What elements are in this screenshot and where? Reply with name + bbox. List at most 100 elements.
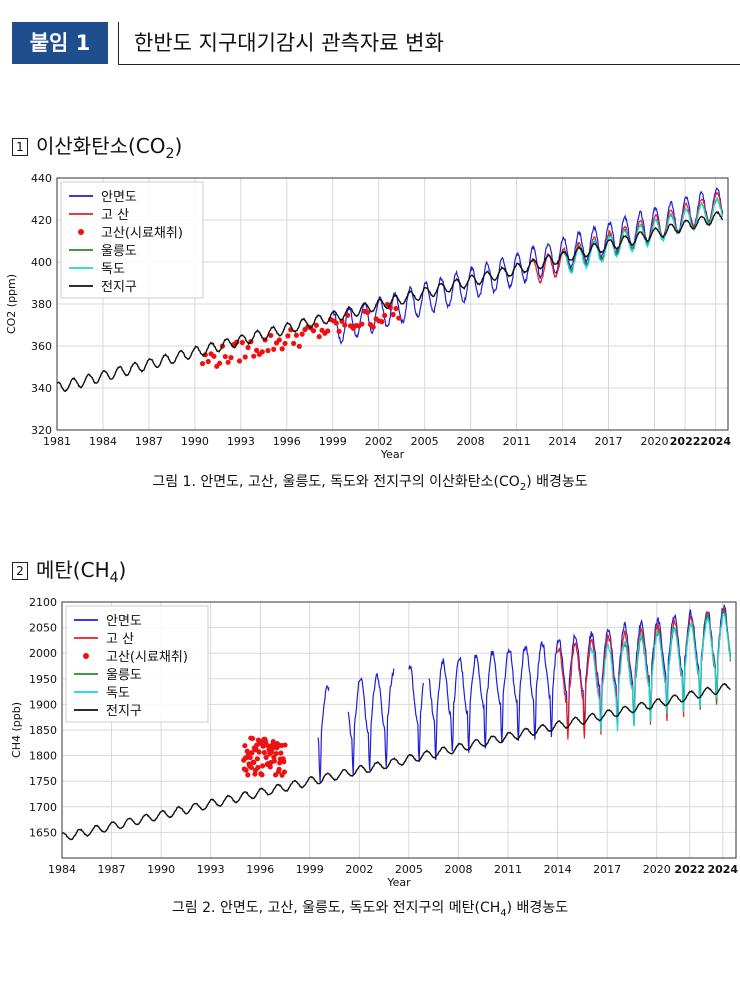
sample-point	[245, 772, 251, 778]
y-tick-label: 2000	[29, 647, 57, 660]
y-tick-label: 340	[31, 382, 52, 395]
sample-point	[382, 312, 388, 319]
x-tick-label: 1990	[147, 863, 175, 876]
sample-point	[248, 764, 254, 771]
sample-point	[271, 758, 277, 764]
series-line-0	[332, 186, 724, 345]
sample-point	[245, 344, 251, 351]
figure-caption-1: 그림 1. 안면도, 고산, 울릉도, 독도와 전지구의 이산화탄소(CO2) …	[0, 471, 740, 493]
series-line-5	[56, 210, 724, 393]
legend-label: 울릉도	[106, 668, 142, 683]
x-tick-label: 1981	[43, 435, 71, 448]
sample-point	[239, 339, 245, 346]
x-tick-label: 1987	[98, 863, 126, 876]
sample-point	[313, 322, 319, 328]
sample-point	[243, 767, 249, 773]
caption-text: 그림 1. 안면도, 고산, 울릉도, 독도와 전지구의 이산화탄소(CO	[152, 474, 520, 490]
y-tick-label: 1900	[29, 698, 57, 711]
sample-point	[364, 309, 371, 316]
sample-point	[325, 328, 331, 334]
caption-subscript: 4	[500, 907, 507, 919]
sample-point	[273, 750, 279, 757]
sample-point	[256, 749, 262, 755]
legend-label: 안면도	[101, 190, 137, 205]
legend-label: 고산(시료채취)	[106, 650, 188, 665]
legend-label: 고산(시료채취)	[101, 226, 183, 241]
x-tick-label: 1993	[227, 435, 255, 448]
x-axis-label: Year	[386, 876, 411, 889]
y-tick-label: 420	[31, 214, 52, 227]
sample-point	[242, 354, 248, 360]
sample-point	[278, 750, 284, 756]
sample-point	[254, 756, 260, 762]
sample-point	[296, 343, 302, 349]
legend-label: 전지구	[101, 280, 137, 295]
sample-point	[211, 353, 217, 359]
sample-point	[242, 743, 248, 749]
sample-point	[281, 759, 287, 765]
sample-point	[396, 315, 402, 321]
sample-point	[249, 735, 256, 742]
y-tick-label: 1850	[29, 724, 57, 737]
section-ch4-title: 2 메탄(CH4)	[12, 554, 126, 586]
sample-point	[281, 769, 288, 775]
sample-point	[202, 352, 208, 358]
co2-chart: 1981 1984 1987 1990 1993 1996 1999 2002 2005 2008…	[5, 172, 731, 461]
sample-point	[251, 759, 257, 766]
sample-point	[270, 738, 276, 745]
legend-label: 독도	[106, 686, 130, 701]
sample-point	[290, 340, 297, 347]
x-tick-label: 2005	[411, 435, 439, 448]
x-tick-label: 1996	[246, 863, 274, 876]
y-tick-label: 2050	[29, 622, 57, 635]
sample-point	[253, 347, 260, 353]
sample-point	[259, 772, 265, 778]
sample-point	[310, 328, 317, 334]
sample-point	[247, 754, 253, 761]
x-tick-label: 2011	[503, 435, 531, 448]
section-number: 2	[12, 562, 28, 580]
series-line-5	[61, 682, 731, 841]
y-tick-label: 360	[31, 340, 52, 353]
figure-caption-2: 그림 2. 안면도, 고산, 울릉도, 독도와 전지구의 메탄(CH4) 배경농…	[0, 897, 740, 919]
y-tick-label: 1650	[29, 826, 57, 839]
sample-point	[390, 311, 396, 318]
page-title: 한반도 지구대기감시 관측자료 변화	[134, 31, 444, 55]
legend-box	[65, 605, 209, 723]
sample-point	[199, 361, 206, 367]
sample-point	[249, 750, 255, 756]
sample-point	[336, 328, 342, 334]
series-line-4	[562, 197, 724, 274]
x-tick-label: 1984	[48, 863, 76, 876]
section-title-text: 메탄(CH	[36, 558, 110, 582]
x-tick-label: 2017	[595, 435, 623, 448]
y-tick-label: 2100	[29, 596, 57, 609]
sample-point	[293, 332, 300, 338]
sample-point	[259, 349, 265, 355]
sample-point	[255, 764, 261, 771]
section-title-subscript: 2	[165, 146, 175, 162]
y-tick-label: 440	[31, 172, 52, 185]
sample-point	[342, 322, 348, 328]
legend-label: 독도	[101, 262, 125, 277]
sample-point	[263, 754, 269, 761]
legend-label: 고 산	[106, 632, 134, 647]
x-tick-label: 2020	[640, 435, 668, 448]
sample-point	[345, 312, 351, 318]
plot-frame	[61, 601, 737, 859]
x-tick-label: 1996	[273, 435, 301, 448]
y-tick-label: 320	[31, 424, 52, 437]
y-tick-label: 1950	[29, 673, 57, 686]
sample-point	[359, 321, 365, 327]
legend-label: 울릉도	[101, 244, 137, 259]
sample-point	[205, 358, 211, 365]
x-tick-label: 2022	[674, 863, 705, 876]
sample-point	[285, 333, 291, 339]
sample-point	[316, 334, 322, 340]
caption-subscript: 2	[519, 481, 527, 493]
sample-point	[276, 766, 282, 772]
sample-point	[279, 346, 285, 352]
y-axis-label: CH4 (ppb)	[10, 702, 23, 758]
sample-point	[261, 749, 267, 756]
x-tick-label: 1984	[89, 435, 117, 448]
